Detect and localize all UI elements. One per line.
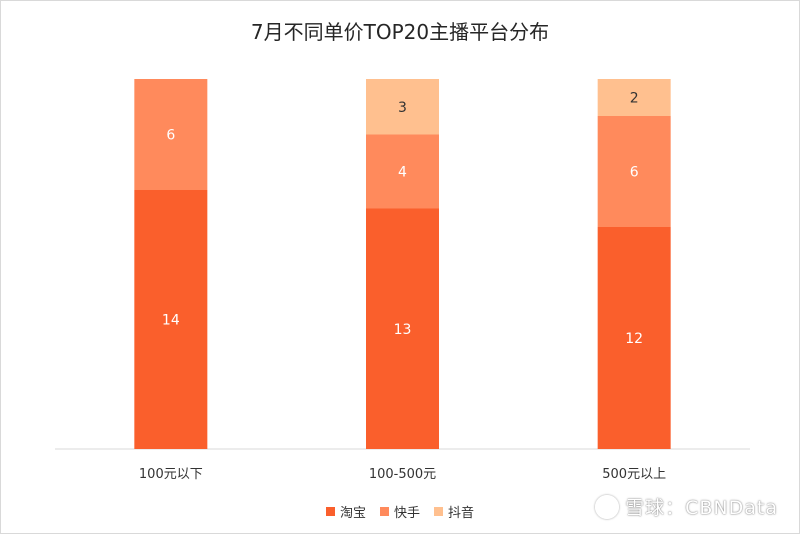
legend-item-抖音: 抖音 xyxy=(434,502,474,521)
legend-swatch xyxy=(325,507,335,516)
snowball-logo-icon xyxy=(595,494,620,519)
data-label-快手-100元以下: 6 xyxy=(166,128,175,144)
bar-segment-淘宝-500元以上 xyxy=(597,227,671,449)
data-label-抖音-100-500元: 3 xyxy=(398,100,407,116)
bar-segment-抖音-500元以上 xyxy=(597,79,671,116)
bar-segment-淘宝-100元以下 xyxy=(134,190,208,449)
data-label-快手-500元以上: 6 xyxy=(630,165,639,181)
bar-segment-快手-500元以上 xyxy=(597,116,671,227)
data-label-淘宝-500元以上: 12 xyxy=(625,331,643,347)
legend-item-淘宝: 淘宝 xyxy=(325,502,366,521)
x-tick-label: 100-500元 xyxy=(369,467,436,482)
bar-segment-抖音-100-500元 xyxy=(366,79,439,135)
chart-title: 7月不同单价TOP20主播平台分布 xyxy=(250,20,550,44)
bar-segment-快手-100元以下 xyxy=(134,79,208,190)
legend-item-快手: 快手 xyxy=(379,502,420,521)
data-label-快手-100-500元: 4 xyxy=(398,165,407,181)
legend-label: 抖音 xyxy=(448,506,475,521)
legend-label: 快手 xyxy=(393,506,420,521)
data-label-抖音-500元以上: 2 xyxy=(630,91,639,107)
watermark-text: 雪球：CBNData xyxy=(625,497,778,519)
legend-label: 淘宝 xyxy=(339,506,366,521)
data-label-淘宝-100-500元: 13 xyxy=(394,322,412,338)
x-tick-label: 100元以下 xyxy=(139,467,203,482)
data-label-淘宝-100元以下: 14 xyxy=(162,313,180,329)
bar-segment-淘宝-100-500元 xyxy=(366,208,439,449)
bar-segment-快手-100-500元 xyxy=(366,134,439,209)
legend-swatch xyxy=(379,507,389,516)
watermark: 雪球：CBNData xyxy=(595,493,778,520)
chart-legend: 淘宝 快手 抖音 xyxy=(0,502,800,521)
legend-swatch xyxy=(434,507,443,516)
x-tick-label: 500元以上 xyxy=(602,467,666,482)
